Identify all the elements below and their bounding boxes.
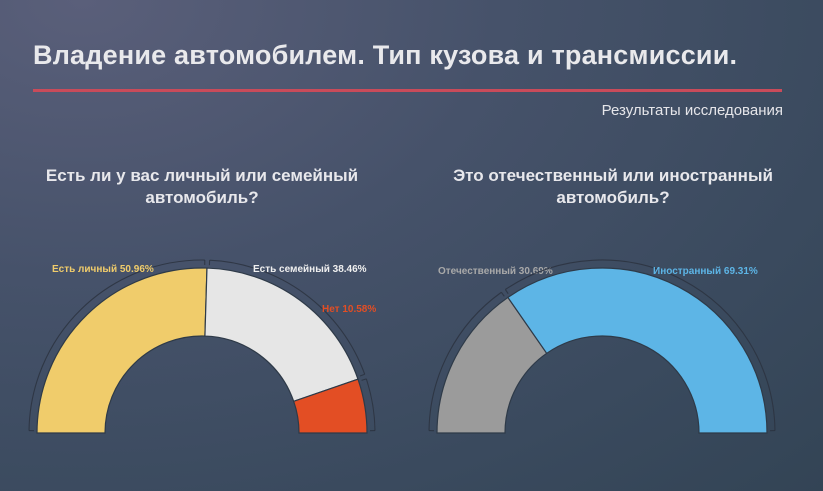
page-subtitle: Результаты исследования (601, 102, 783, 119)
chart-2-callout-arc-1 (428, 291, 502, 431)
chart-1-title: Есть ли у вас личный или семейный автомо… (45, 166, 359, 207)
chart-1-label-2: Есть семейный 38.46% (253, 264, 367, 275)
chart-1-label-1: Есть личный 50.96% (52, 264, 154, 275)
chart-2-title: Это отечественный или иностранный автомо… (453, 166, 773, 207)
chart-2-callout-tick-2-1 (504, 289, 509, 294)
page-title: Владение автомобилем. Тип кузова и транс… (33, 40, 738, 70)
chart-1-label-3: Нет 10.58% (322, 304, 376, 315)
chart-2-slice-2 (507, 267, 768, 434)
chart-2-callout-arc-2 (505, 259, 776, 431)
chart-1-callout-arc-3 (365, 378, 376, 431)
chart-2-label-2: Иностранный 69.31% (653, 266, 758, 277)
gauge-chart-1: Есть личный 50.96% Есть семейный 38.46% Не… (28, 259, 376, 434)
chart-1-callout-tick-3-1 (361, 378, 367, 381)
chart-2-callout-tick-1-2 (500, 291, 505, 297)
chart-1-callout-arc-2 (209, 259, 366, 375)
chart-1-slice-3 (292, 378, 368, 434)
chart-1-slice-1 (36, 267, 208, 434)
chart-1-callout-arc-1 (28, 259, 205, 431)
gauge-chart-2: Отечественный 30.69% Иностранный 69.31% (428, 259, 776, 434)
chart-2-label-1: Отечественный 30.69% (438, 266, 553, 277)
title-divider (33, 89, 782, 92)
chart-1-callout-tick-2-2 (359, 373, 365, 377)
chart-1-slice-2 (204, 267, 359, 403)
